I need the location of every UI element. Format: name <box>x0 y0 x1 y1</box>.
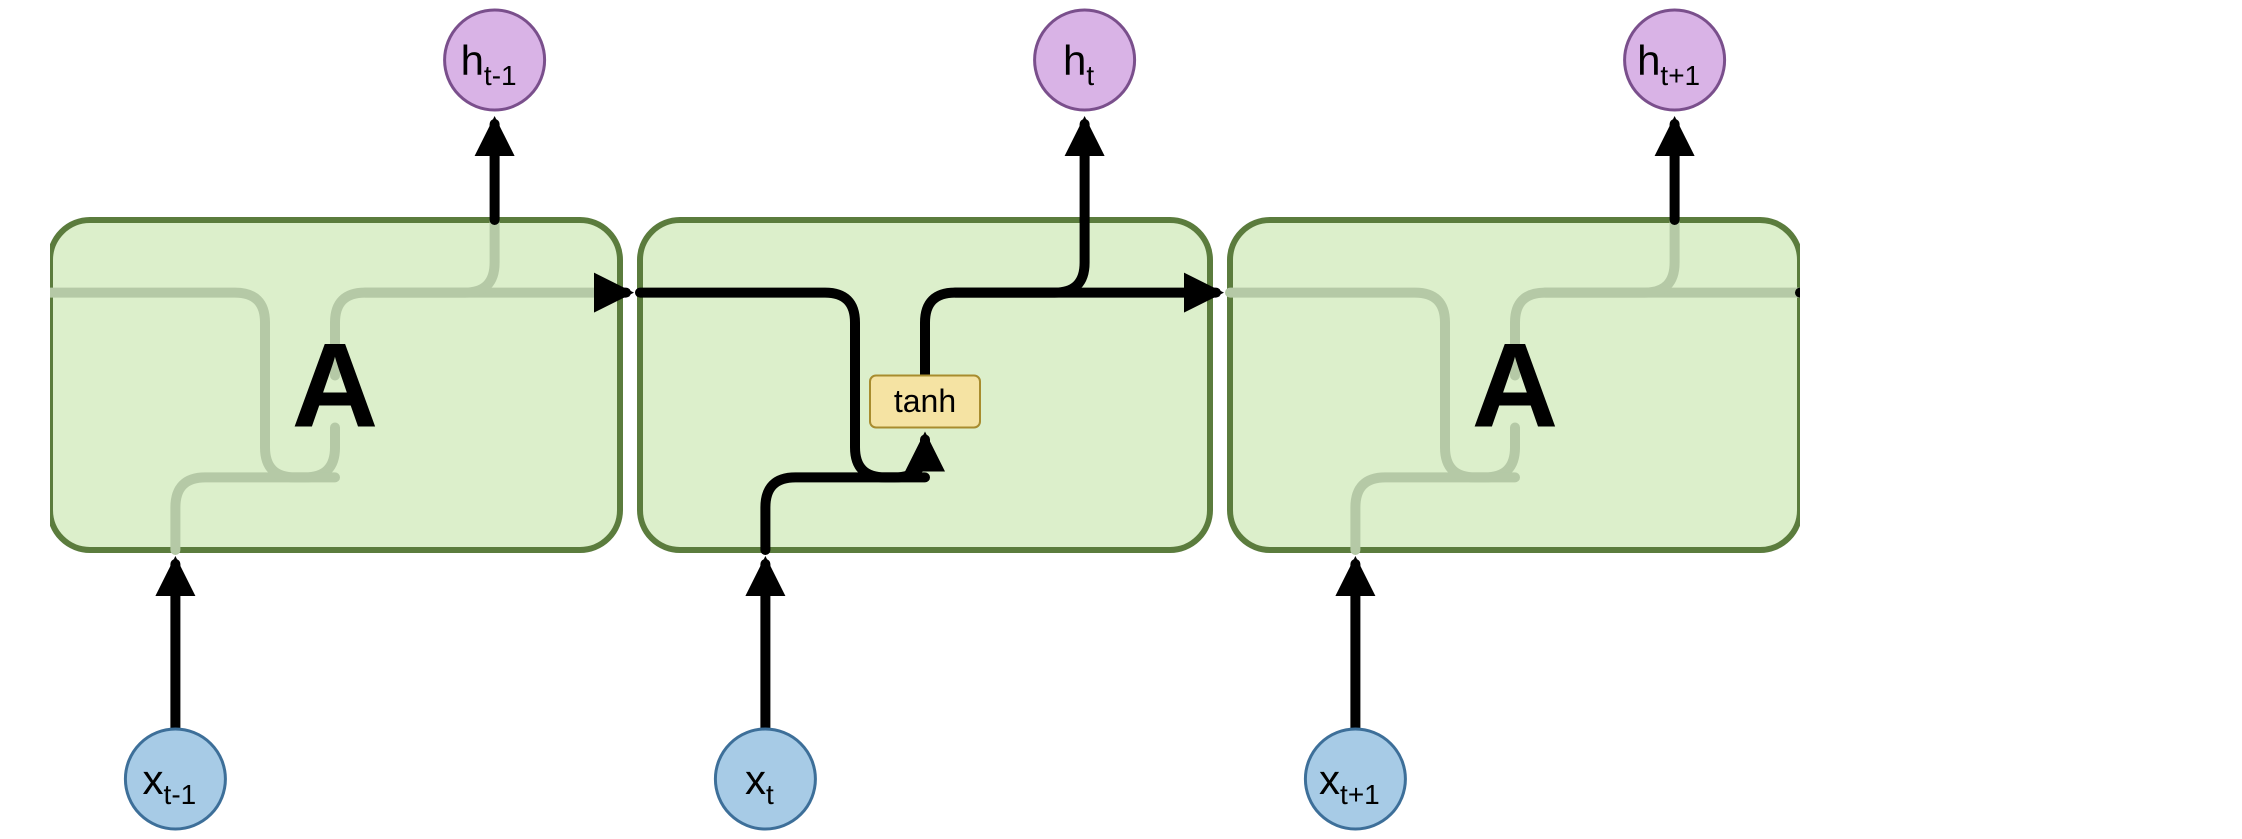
gate-label: tanh <box>894 383 956 419</box>
input-node: xt+1 <box>1305 729 1405 829</box>
output-node: ht+1 <box>1625 10 1725 110</box>
input-node: xt-1 <box>125 729 225 829</box>
cell-label: A <box>292 319 379 453</box>
output-node: ht-1 <box>445 10 545 110</box>
cell-label: A <box>1472 319 1559 453</box>
output-node: ht <box>1035 10 1135 110</box>
input-node: xt <box>715 729 815 829</box>
